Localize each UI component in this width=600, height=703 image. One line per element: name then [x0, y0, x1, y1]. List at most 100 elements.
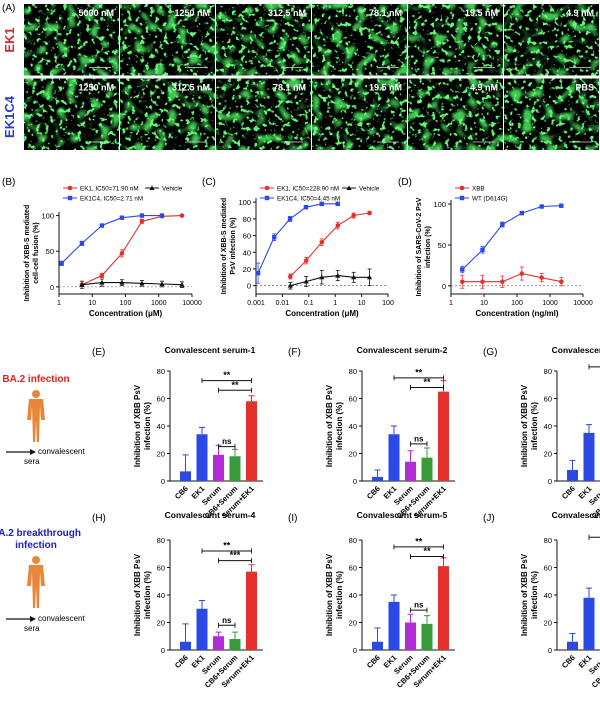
- chart-title: Convalescent serum-3: [552, 345, 600, 355]
- row-label-ek1: EK1: [2, 27, 17, 52]
- micrograph-tile: PBS: [504, 78, 599, 150]
- micrograph-tile: 1250 nM: [120, 4, 215, 76]
- y-tick-label: 40: [157, 591, 165, 600]
- chart-title: Convalescent serum-6: [552, 510, 600, 520]
- data-point: [272, 235, 277, 240]
- concentration-label: 78.1 nM: [369, 8, 402, 18]
- y-tick-label: 80: [349, 367, 357, 376]
- y-tick-label: 0: [548, 646, 552, 655]
- panel-letter: (B): [2, 177, 15, 188]
- human-figure-icon: [27, 556, 45, 608]
- panel-c: (C) 0 20 40 60 80 100 0.001 0.01 0.1 1 10 100 Concent…: [202, 177, 394, 318]
- y-tick-label: 40: [349, 422, 357, 431]
- significance-bracket: **: [393, 367, 444, 381]
- bar-ek1: [583, 587, 595, 650]
- data-point: [500, 222, 505, 227]
- significance-bracket: **: [588, 364, 600, 370]
- x-tick-label: 0.001: [247, 300, 265, 307]
- y-tick-label: 100: [238, 198, 251, 207]
- concentration-label: 1250 nM: [78, 83, 114, 93]
- y-axis-label: Inhibition of XBB-S mediated cell-cell fu…: [24, 205, 40, 301]
- panel-letter: (J): [483, 513, 495, 524]
- bar: [196, 608, 208, 650]
- data-point: [335, 201, 340, 207]
- significance-bracket: **: [410, 377, 444, 390]
- x-tick-label: CB6: [560, 653, 577, 670]
- y-tick-label: 40: [349, 591, 357, 600]
- x-tick-label: 1000: [542, 300, 558, 307]
- human-figure-icon: [27, 390, 45, 442]
- y-tick-label: 100: [41, 212, 54, 221]
- data-point: [480, 247, 485, 253]
- x-tick-label: 1000: [151, 300, 167, 307]
- x-tick-label: 100: [511, 300, 523, 307]
- bar: [583, 432, 595, 481]
- micrograph-grid: 5000 nM 1250 nM 312.5 nM 78.1 nM 19.5 nM 4.9 …: [24, 4, 599, 150]
- panel-letter: (I): [288, 513, 297, 524]
- bar-cb6-serum: [229, 448, 241, 481]
- arrow-icon: [6, 449, 36, 455]
- data-point: [351, 274, 357, 280]
- panel-g: (G) Convalescent serum-3 0 20 40 60 80 Inhibiti…: [483, 345, 600, 521]
- y-tick-label: 80: [157, 536, 165, 545]
- cell-fluorescence-layer: [504, 78, 599, 150]
- y-axis-label: Inhibition of SARS-CoV-2 PsV infection (%…: [416, 197, 432, 296]
- y-tick-label: 0: [442, 282, 446, 291]
- bar: [372, 641, 383, 650]
- bar-cb6: [372, 469, 383, 481]
- data-point: [179, 213, 185, 218]
- concentration-label: 1250 nM: [174, 8, 210, 18]
- data-point: [459, 279, 465, 285]
- y-axis-label: Inhibition of XBB PsVinfection (%): [133, 553, 152, 636]
- data-point: [303, 278, 309, 284]
- y-tick-label: 60: [243, 232, 251, 241]
- data-point: [179, 282, 185, 287]
- legend: EK1, IC50=228.90 nM EK1C4, IC50=4.45 nM Ve…: [260, 185, 380, 203]
- significance-label: ns: [222, 437, 232, 446]
- significance-bracket: **: [393, 536, 444, 550]
- y-tick-label: 60: [349, 564, 357, 573]
- series-vehicle: [287, 268, 373, 290]
- series-ek1c4: [59, 213, 165, 266]
- data-point: [139, 280, 145, 286]
- bar: [438, 391, 449, 481]
- micrograph-tile: 4.9 nM: [408, 78, 503, 150]
- micrograph-tile: 4.9 nM: [504, 4, 599, 76]
- bar: [438, 566, 449, 650]
- bar-serum: [405, 613, 416, 650]
- panel-letter: (D): [398, 177, 412, 188]
- bar: [180, 471, 191, 481]
- y-tick-label: 80: [544, 536, 552, 545]
- x-tick-label: CB6: [173, 484, 190, 501]
- y-tick-label: 50: [438, 241, 446, 250]
- x-tick-label: 0.01: [276, 300, 290, 307]
- y-tick-label: 60: [349, 395, 357, 404]
- bar: [421, 623, 433, 650]
- chart-title: Convalescent serum-4: [165, 510, 256, 520]
- bar: [567, 641, 578, 650]
- significance-bracket: ns: [410, 434, 428, 447]
- data-point: [287, 216, 293, 222]
- bar: [180, 641, 191, 650]
- legend-label: WT (D614G): [472, 196, 508, 203]
- significance-bracket: ns: [218, 437, 236, 450]
- x-tick-label: 1: [449, 300, 453, 307]
- concentration-label: 19.5 nM: [369, 83, 402, 93]
- bar-serum-ek1: [246, 395, 257, 481]
- y-tick-label: 0: [247, 282, 251, 291]
- data-point: [480, 279, 485, 285]
- data-point: [139, 218, 145, 224]
- y-axis-label: Inhibition of XBB PsVinfection (%): [133, 384, 152, 467]
- significance-bracket: **: [218, 380, 252, 393]
- bar-cb6: [180, 454, 191, 481]
- panel-letter: (E): [92, 347, 105, 358]
- significance-bracket: **: [588, 534, 600, 540]
- panel-letter: (G): [483, 347, 497, 358]
- significance-bracket: **: [201, 541, 252, 554]
- significance-bracket: **: [410, 546, 444, 559]
- cell-fluorescence-layer: [216, 78, 311, 150]
- x-tick-label: 1: [57, 300, 61, 307]
- significance-label: ns: [222, 616, 232, 625]
- data-point: [559, 203, 564, 208]
